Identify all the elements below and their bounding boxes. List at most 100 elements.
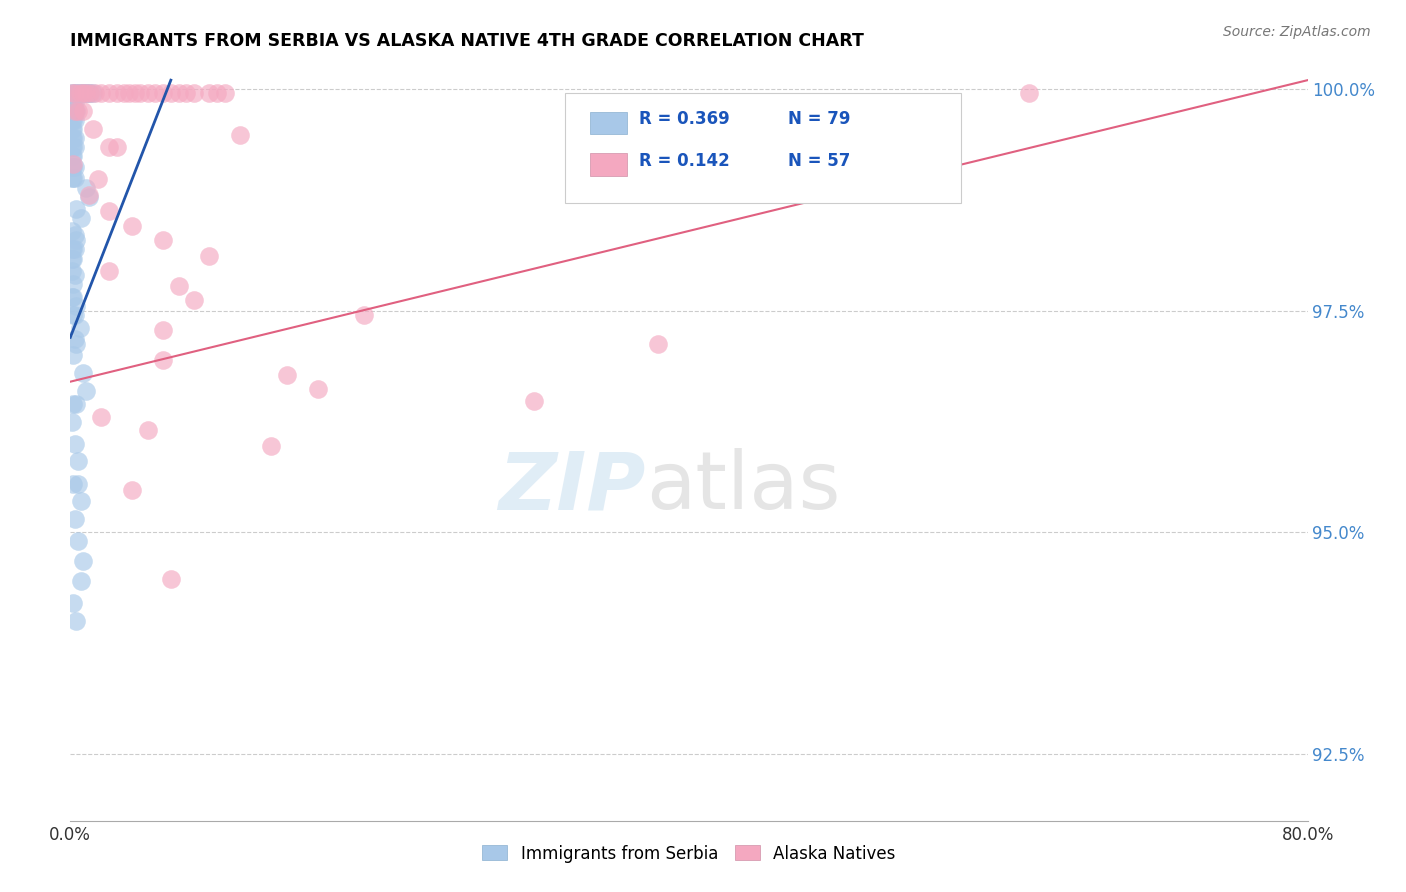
Point — [62, 308, 84, 322]
Point — [82, 122, 105, 136]
Point — [60, 160, 83, 174]
Point — [70, 87, 93, 101]
Point — [105, 139, 128, 153]
Point — [63, 87, 86, 101]
Point — [65, 299, 87, 313]
Point — [77, 87, 100, 101]
Bar — [591, 153, 627, 177]
Point — [276, 368, 298, 382]
Text: IMMIGRANTS FROM SERBIA VS ALASKA NATIVE 4TH GRADE CORRELATION CHART: IMMIGRANTS FROM SERBIA VS ALASKA NATIVE … — [70, 32, 865, 50]
Point — [63, 170, 86, 185]
Point — [62, 596, 84, 610]
Point — [69, 321, 91, 335]
Point — [198, 249, 221, 263]
Point — [60, 122, 83, 136]
Text: ZIP: ZIP — [498, 448, 645, 526]
Point — [174, 87, 197, 101]
Point — [152, 323, 174, 337]
Point — [72, 366, 94, 380]
Point — [84, 87, 107, 101]
Point — [62, 476, 84, 491]
Point — [523, 394, 546, 409]
Point — [75, 87, 97, 101]
Point — [62, 397, 84, 411]
Point — [647, 337, 669, 351]
Point — [62, 242, 84, 256]
Point — [72, 87, 94, 101]
Point — [60, 252, 83, 267]
Point — [136, 87, 159, 101]
Point — [62, 290, 84, 304]
Point — [82, 87, 105, 101]
Point — [62, 148, 84, 162]
Point — [1018, 87, 1040, 101]
Point — [75, 181, 97, 195]
Point — [63, 436, 86, 450]
Point — [105, 87, 128, 101]
Point — [167, 279, 190, 293]
Point — [62, 277, 84, 292]
Point — [63, 228, 86, 243]
Point — [63, 308, 86, 322]
Point — [118, 87, 141, 101]
Point — [62, 252, 84, 267]
Point — [63, 87, 86, 101]
Point — [67, 87, 90, 101]
Point — [60, 290, 83, 304]
Point — [67, 534, 90, 549]
Point — [63, 104, 86, 119]
Point — [73, 87, 96, 101]
Point — [60, 87, 83, 101]
FancyBboxPatch shape — [565, 93, 962, 202]
Point — [90, 410, 112, 425]
Point — [60, 95, 83, 110]
Point — [65, 87, 87, 101]
Point — [63, 332, 86, 346]
Point — [160, 572, 183, 586]
Point — [75, 384, 97, 398]
Point — [75, 87, 97, 101]
Point — [183, 293, 205, 307]
Point — [65, 337, 87, 351]
Point — [207, 87, 229, 101]
Point — [62, 170, 84, 185]
Bar — [591, 112, 627, 135]
Text: atlas: atlas — [645, 448, 839, 526]
Point — [129, 87, 152, 101]
Point — [121, 219, 143, 234]
Point — [77, 190, 100, 204]
Point — [72, 554, 94, 568]
Point — [60, 113, 83, 128]
Point — [60, 242, 83, 256]
Point — [114, 87, 135, 101]
Text: Source: ZipAtlas.com: Source: ZipAtlas.com — [1223, 25, 1371, 39]
Point — [65, 233, 87, 247]
Point — [63, 160, 86, 174]
Point — [98, 87, 120, 101]
Point — [63, 131, 86, 145]
Point — [152, 352, 174, 367]
Point — [77, 188, 100, 202]
Point — [60, 170, 83, 185]
Point — [183, 87, 205, 101]
Point — [60, 264, 83, 278]
Text: N = 57: N = 57 — [787, 152, 851, 169]
Point — [121, 483, 143, 497]
Point — [145, 87, 166, 101]
Point — [65, 202, 87, 216]
Point — [62, 104, 84, 119]
Point — [63, 139, 86, 153]
Point — [136, 424, 159, 438]
Point — [260, 438, 283, 452]
Text: R = 0.369: R = 0.369 — [640, 111, 730, 128]
Point — [62, 157, 84, 171]
Point — [60, 415, 83, 429]
Point — [69, 87, 91, 101]
Point — [67, 454, 90, 468]
Point — [60, 224, 83, 238]
Point — [152, 233, 174, 247]
Point — [62, 160, 84, 174]
Point — [62, 131, 84, 145]
Point — [167, 87, 190, 101]
Point — [87, 172, 110, 186]
